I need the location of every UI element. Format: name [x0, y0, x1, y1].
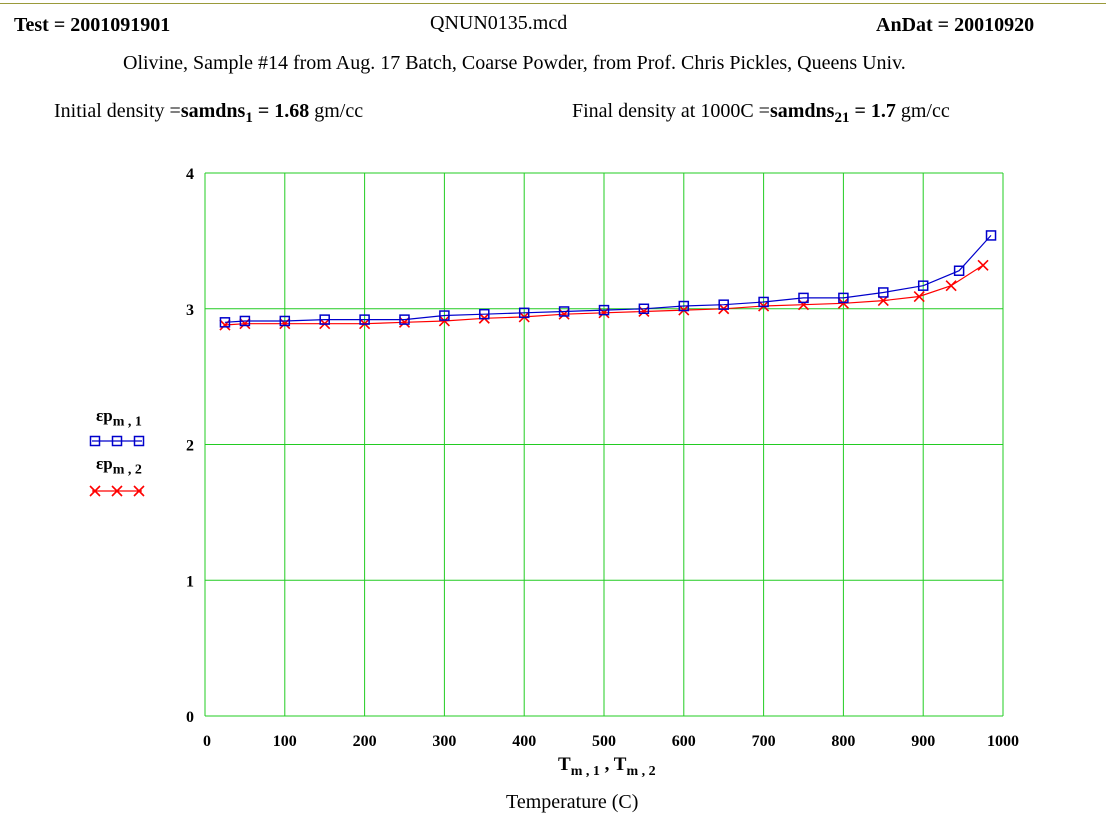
- series-2-point: [239, 318, 251, 330]
- initial-density-var: samdns: [180, 100, 246, 122]
- series-2-point: [797, 299, 810, 311]
- series-1-point: [239, 315, 251, 327]
- series-1-point: [953, 265, 965, 276]
- final-density-eq: =: [854, 100, 866, 122]
- x-expr-t1: T: [558, 754, 571, 775]
- top-rule: [0, 3, 1106, 4]
- series-1-point: [518, 307, 530, 319]
- x-axis-expression: Tm , 1 , Tm , 2: [558, 754, 656, 780]
- legend-series-2-main: εp: [96, 454, 113, 473]
- series-1-point: [798, 292, 809, 304]
- series-2-point: [438, 315, 450, 327]
- x-tick-label: 900: [911, 733, 935, 750]
- final-density-var: samdns: [769, 100, 835, 122]
- y-tick-label: 4: [186, 166, 194, 183]
- sample-description: Olivine, Sample #14 from Aug. 17 Batch, …: [123, 52, 906, 74]
- x-tick-label: 1000: [987, 733, 1019, 750]
- x-expr-comma: ,: [599, 754, 614, 775]
- legend-series-1-label: εpm , 1: [96, 406, 142, 430]
- y-tick-label: 3: [186, 302, 194, 319]
- legend-series-1-sub: m , 1: [112, 414, 142, 430]
- y-tick-label: 0: [186, 709, 194, 726]
- series-1-point: [638, 303, 650, 314]
- x-tick-label: 0: [203, 733, 211, 750]
- final-density-value: 1.7: [870, 100, 896, 122]
- initial-density-label: Initial density =: [54, 100, 181, 122]
- series-1-point: [399, 314, 410, 325]
- x-tick-label: 100: [273, 733, 297, 750]
- final-density-sub: 21: [834, 110, 850, 126]
- series-1-point: [678, 300, 690, 312]
- series-1-point: [718, 299, 729, 310]
- chart-grid: [204, 172, 1004, 717]
- series-1-point: [985, 230, 997, 241]
- x-tick-label: 600: [672, 733, 696, 750]
- series-1-point: [878, 287, 889, 298]
- x-tick-label: 700: [752, 733, 776, 750]
- legend-series-1-marker: [89, 435, 101, 447]
- final-density: Final density at 1000C =samdns21 = 1.7 g…: [572, 100, 950, 127]
- series-1-point: [359, 314, 370, 325]
- series-2-point: [913, 290, 925, 303]
- series-1-point: [279, 315, 291, 327]
- x-expr-sub1: m , 1: [570, 763, 600, 779]
- test-id: Test = 2001091901: [14, 14, 170, 37]
- series-1-point: [758, 296, 769, 308]
- chart-tick-labels: 0 100 200 300 400 500 600 700 800 900 1000 0 1 2 3 4: [186, 166, 1019, 750]
- legend-series-2-sub: m , 2: [112, 462, 142, 478]
- chart-legend-marks: [89, 435, 145, 497]
- series-1-point: [479, 308, 490, 320]
- series-1-point: [838, 292, 849, 304]
- legend-series-2-marker: [133, 485, 145, 497]
- x-tick-label: 400: [512, 733, 536, 750]
- legend-series-2-marker: [89, 485, 101, 497]
- series-2-point: [977, 259, 989, 271]
- test-label: Test: [14, 14, 49, 36]
- series-1-point: [598, 304, 610, 316]
- legend-series-2-marker: [111, 485, 123, 497]
- legend-series-1-main: εp: [96, 406, 113, 425]
- andat-eq: =: [937, 14, 950, 36]
- x-tick-label: 200: [353, 733, 377, 750]
- andat-value: 20010920: [954, 14, 1035, 36]
- legend-series-1-marker: [133, 435, 145, 447]
- chart-series: [219, 230, 997, 331]
- series-2-point: [945, 280, 957, 292]
- series-1-point: [219, 317, 231, 328]
- initial-density-unit: gm/cc: [314, 100, 364, 122]
- x-axis-label: Temperature (C): [506, 791, 639, 813]
- test-value: 2001091901: [70, 14, 171, 36]
- x-tick-label: 800: [831, 733, 855, 750]
- x-tick-label: 300: [432, 733, 456, 750]
- final-density-label: Final density at 1000C =: [572, 100, 770, 122]
- legend-series-2-label: εpm , 2: [96, 454, 142, 478]
- initial-density-sub: 1: [245, 110, 253, 126]
- initial-density-eq: =: [257, 100, 270, 122]
- x-tick-label: 500: [592, 733, 616, 750]
- x-expr-t2: T: [613, 754, 627, 775]
- test-eq: =: [53, 14, 66, 36]
- initial-density-value: 1.68: [274, 100, 310, 122]
- andat-label: AnDat: [876, 14, 933, 36]
- x-expr-sub2: m , 2: [626, 763, 656, 779]
- analysis-date: AnDat = 20010920: [876, 14, 1034, 37]
- series-1-point: [319, 314, 330, 325]
- final-density-unit: gm/cc: [900, 100, 950, 122]
- legend-series-1-marker: [111, 435, 123, 447]
- initial-density: Initial density =samdns1 = 1.68 gm/cc: [54, 100, 363, 127]
- series-1-point: [439, 310, 450, 321]
- series-1-point: [558, 306, 570, 317]
- series-2-point: [837, 297, 849, 309]
- y-tick-label: 1: [186, 573, 194, 590]
- series-1-line: [224, 234, 992, 323]
- y-tick-label: 2: [186, 438, 194, 455]
- series-1-point: [917, 280, 929, 291]
- file-name: QNUN0135.mcd: [430, 12, 568, 34]
